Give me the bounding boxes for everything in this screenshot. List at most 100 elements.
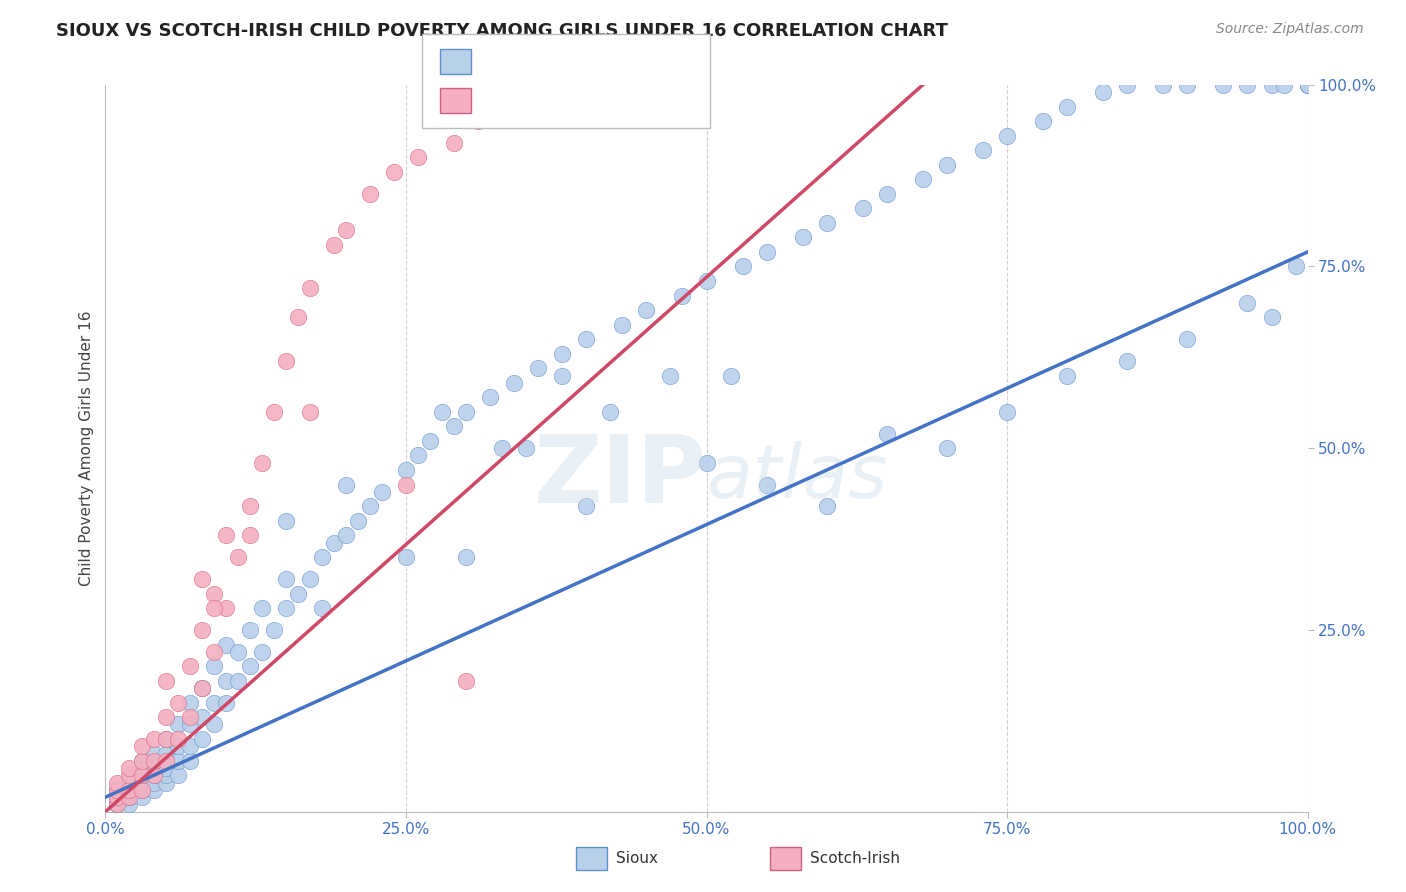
Point — [214, 601, 236, 615]
Point — [1296, 78, 1319, 92]
Point — [659, 368, 682, 383]
Point — [250, 645, 273, 659]
Point — [190, 681, 212, 695]
Point — [731, 260, 754, 274]
Point — [142, 775, 165, 789]
Point — [118, 761, 141, 775]
Text: Source: ZipAtlas.com: Source: ZipAtlas.com — [1216, 22, 1364, 37]
Point — [263, 405, 285, 419]
Point — [575, 332, 598, 346]
Point — [179, 739, 201, 754]
Point — [1296, 78, 1319, 92]
Point — [815, 216, 838, 230]
Point — [322, 237, 344, 252]
Point — [190, 623, 212, 637]
Point — [226, 550, 249, 565]
Point — [298, 572, 321, 586]
Point — [155, 775, 177, 789]
Text: N =: N = — [568, 91, 605, 109]
Point — [142, 754, 165, 768]
Point — [250, 456, 273, 470]
Point — [1116, 354, 1139, 368]
Point — [575, 500, 598, 514]
Point — [551, 347, 574, 361]
Point — [1092, 85, 1115, 99]
Point — [443, 136, 465, 150]
Point — [214, 638, 236, 652]
Point — [202, 587, 225, 601]
Point — [359, 500, 381, 514]
Point — [202, 659, 225, 673]
Point — [107, 775, 129, 789]
Point — [852, 202, 875, 216]
Point — [972, 143, 994, 157]
Point — [1296, 78, 1319, 92]
Text: atlas: atlas — [707, 442, 889, 513]
Point — [1260, 78, 1282, 92]
Point — [118, 783, 141, 797]
Point — [131, 783, 153, 797]
Point — [636, 303, 658, 318]
Point — [166, 731, 188, 746]
Text: 0.644: 0.644 — [510, 53, 562, 70]
Point — [190, 710, 212, 724]
Text: R =: R = — [479, 53, 516, 70]
Point — [155, 731, 177, 746]
Text: 0.510: 0.510 — [510, 91, 562, 109]
Point — [131, 768, 153, 782]
Point — [131, 783, 153, 797]
Point — [107, 783, 129, 797]
Point — [1296, 78, 1319, 92]
Point — [491, 442, 513, 455]
Point — [131, 739, 153, 754]
Point — [226, 645, 249, 659]
Point — [1260, 310, 1282, 325]
Point — [311, 550, 333, 565]
Point — [179, 754, 201, 768]
Point — [575, 78, 598, 92]
Point — [755, 244, 778, 259]
Point — [155, 754, 177, 768]
Point — [335, 223, 357, 237]
Point — [214, 673, 236, 688]
Point — [214, 528, 236, 542]
Text: Sioux: Sioux — [616, 851, 658, 865]
Point — [202, 717, 225, 731]
Point — [347, 514, 370, 528]
Point — [876, 426, 898, 441]
Point — [1116, 78, 1139, 92]
Point — [612, 318, 634, 332]
Point — [371, 484, 394, 499]
Point — [226, 673, 249, 688]
Text: 125: 125 — [599, 53, 634, 70]
Point — [142, 768, 165, 782]
Point — [118, 790, 141, 805]
Point — [190, 572, 212, 586]
Text: ZIP: ZIP — [534, 432, 707, 524]
Point — [503, 376, 526, 390]
Point — [239, 500, 262, 514]
Text: N =: N = — [568, 53, 605, 70]
Text: SIOUX VS SCOTCH-IRISH CHILD POVERTY AMONG GIRLS UNDER 16 CORRELATION CHART: SIOUX VS SCOTCH-IRISH CHILD POVERTY AMON… — [56, 22, 948, 40]
Point — [107, 797, 129, 812]
Y-axis label: Child Poverty Among Girls Under 16: Child Poverty Among Girls Under 16 — [79, 310, 94, 586]
Text: Scotch-Irish: Scotch-Irish — [810, 851, 900, 865]
Point — [395, 477, 418, 491]
Point — [155, 768, 177, 782]
Point — [696, 274, 718, 288]
Point — [995, 405, 1018, 419]
Point — [287, 310, 309, 325]
Point — [359, 186, 381, 201]
Point — [142, 747, 165, 761]
Point — [142, 754, 165, 768]
Point — [755, 477, 778, 491]
Point — [166, 768, 188, 782]
Point — [131, 768, 153, 782]
Point — [503, 99, 526, 113]
Point — [142, 783, 165, 797]
Point — [467, 114, 489, 128]
Point — [1236, 78, 1258, 92]
Point — [1175, 78, 1198, 92]
Point — [1284, 260, 1306, 274]
Point — [155, 673, 177, 688]
